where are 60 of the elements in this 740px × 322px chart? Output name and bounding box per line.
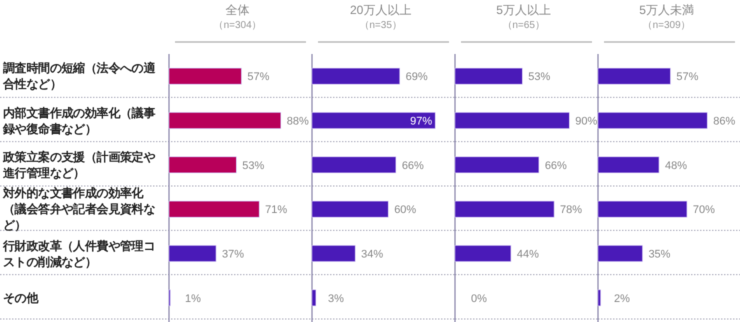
- y-tick-label: 行財政改革（人件費や管理コストの削減など）: [3, 238, 156, 270]
- chart-subtitle: （n=309）: [642, 20, 691, 31]
- bar: [168, 68, 242, 84]
- bar: [312, 112, 436, 129]
- y-tick-label: 内部文書作成の効率化（議事録や復命書など）: [3, 104, 156, 138]
- data-label: 1%: [185, 292, 202, 305]
- data-label: 44%: [516, 248, 540, 260]
- bar: [168, 245, 216, 262]
- bar: [312, 290, 316, 306]
- y-tick-label: その他: [3, 290, 40, 307]
- bar: [598, 200, 688, 218]
- data-label: 66%: [544, 160, 568, 172]
- chart-subtitle: （n=35）: [359, 20, 402, 31]
- data-label: 66%: [402, 160, 424, 172]
- chart-title: 20万人以上: [350, 3, 412, 17]
- data-label: 90%: [575, 116, 598, 128]
- data-label: 71%: [265, 204, 288, 216]
- bar: [598, 68, 671, 84]
- bar: [598, 112, 708, 129]
- chart-title: 5万人以上: [496, 3, 551, 17]
- chart-title: 5万人未満: [639, 3, 694, 17]
- bar: [598, 245, 643, 262]
- data-label: 97%: [410, 116, 432, 128]
- bar: [312, 200, 388, 218]
- data-label: 2%: [614, 292, 630, 305]
- data-label: 78%: [560, 204, 582, 216]
- bar: [168, 200, 260, 218]
- data-label: 57%: [676, 71, 699, 84]
- bar: [454, 200, 554, 218]
- bar: [312, 68, 400, 84]
- data-label: 53%: [528, 71, 551, 84]
- data-label: 0%: [471, 292, 488, 305]
- chart-subtitle: （n=65）: [502, 20, 545, 31]
- bar: [598, 156, 660, 174]
- chart-title: 全体: [226, 3, 250, 17]
- bar: [312, 245, 356, 262]
- bar: [454, 68, 523, 84]
- bar: [454, 245, 512, 262]
- data-label: 48%: [664, 160, 688, 172]
- y-tick-label: 政策立案の支援（計画策定や進行管理など）: [3, 148, 156, 182]
- y-tick-label: 調査時間の短縮（法令への適合性など）: [3, 60, 156, 94]
- data-label: 37%: [222, 248, 244, 260]
- data-label: 35%: [648, 248, 671, 260]
- data-label: 53%: [242, 160, 265, 172]
- y-tick-label: 対外的な文書作成の効率化（議会答弁や記者会見資料など）: [3, 186, 156, 232]
- data-label: 70%: [692, 204, 716, 216]
- data-label: 86%: [713, 116, 736, 128]
- data-label: 34%: [361, 248, 384, 260]
- bar: [598, 290, 601, 306]
- bar: [312, 156, 396, 174]
- data-label: 57%: [247, 71, 270, 84]
- data-label: 88%: [286, 116, 309, 128]
- bar: [454, 112, 570, 129]
- bar: [168, 112, 282, 129]
- chart-subtitle: （n=304）: [214, 20, 262, 31]
- data-label: 60%: [394, 204, 416, 216]
- bar: [168, 156, 237, 174]
- data-label: 3%: [328, 292, 344, 305]
- data-label: 69%: [406, 71, 428, 84]
- bar: [454, 156, 540, 174]
